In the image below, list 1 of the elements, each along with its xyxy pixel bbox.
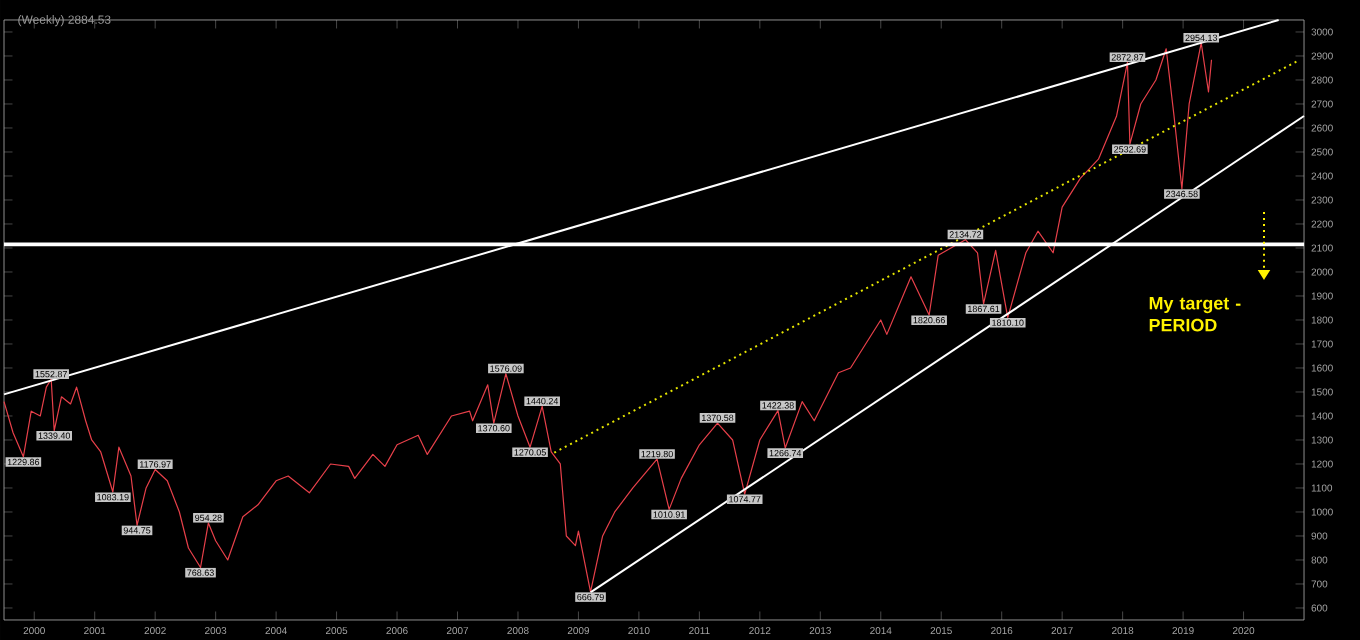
annotation: My target - PERIOD bbox=[1149, 296, 1241, 332]
